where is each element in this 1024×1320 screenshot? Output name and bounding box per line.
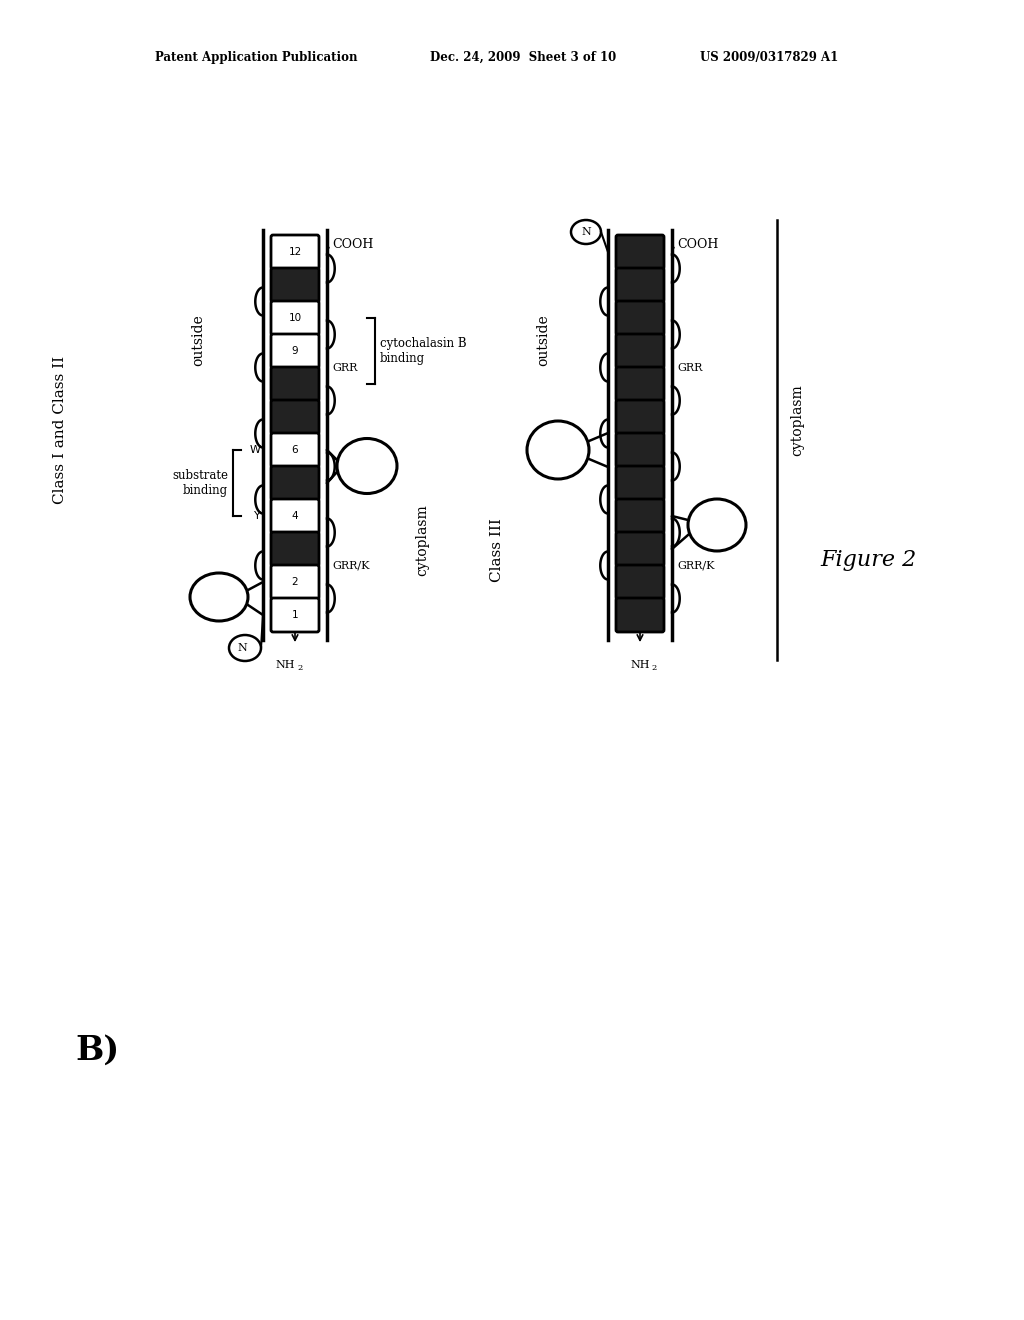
Text: cytoplasm: cytoplasm — [415, 504, 429, 576]
Text: 10: 10 — [289, 313, 301, 323]
FancyBboxPatch shape — [616, 301, 664, 335]
FancyBboxPatch shape — [271, 499, 319, 533]
Text: cytochalasin B
binding: cytochalasin B binding — [380, 337, 467, 366]
FancyBboxPatch shape — [616, 334, 664, 368]
Text: 2: 2 — [292, 577, 298, 587]
FancyBboxPatch shape — [616, 466, 664, 500]
Ellipse shape — [571, 220, 601, 244]
Text: NH: NH — [630, 660, 650, 671]
FancyBboxPatch shape — [271, 334, 319, 368]
Text: US 2009/0317829 A1: US 2009/0317829 A1 — [700, 50, 839, 63]
Ellipse shape — [229, 635, 261, 661]
Text: W: W — [250, 445, 261, 455]
Text: Dec. 24, 2009  Sheet 3 of 10: Dec. 24, 2009 Sheet 3 of 10 — [430, 50, 616, 63]
Text: COOH: COOH — [332, 239, 374, 252]
FancyBboxPatch shape — [616, 268, 664, 302]
FancyBboxPatch shape — [271, 433, 319, 467]
Text: GRR: GRR — [332, 363, 357, 374]
FancyBboxPatch shape — [616, 499, 664, 533]
Text: COOH: COOH — [677, 239, 719, 252]
Text: NH: NH — [275, 660, 295, 671]
Text: Figure 2: Figure 2 — [820, 549, 916, 572]
Text: Class III: Class III — [490, 517, 504, 582]
Text: Y: Y — [254, 511, 261, 521]
Text: N: N — [582, 227, 591, 238]
FancyBboxPatch shape — [616, 433, 664, 467]
FancyBboxPatch shape — [616, 565, 664, 599]
FancyBboxPatch shape — [271, 466, 319, 500]
FancyBboxPatch shape — [616, 532, 664, 566]
Text: B): B) — [75, 1034, 119, 1067]
Text: GRR/K: GRR/K — [332, 560, 370, 570]
FancyBboxPatch shape — [271, 598, 319, 632]
Text: 12: 12 — [289, 247, 302, 257]
Text: GRR: GRR — [677, 363, 702, 374]
Text: 9: 9 — [292, 346, 298, 356]
FancyBboxPatch shape — [616, 598, 664, 632]
FancyBboxPatch shape — [271, 235, 319, 269]
Text: cytoplasm: cytoplasm — [790, 384, 804, 455]
FancyBboxPatch shape — [271, 268, 319, 302]
Text: Class I and Class II: Class I and Class II — [53, 356, 67, 504]
FancyBboxPatch shape — [271, 400, 319, 434]
FancyBboxPatch shape — [271, 301, 319, 335]
Text: N: N — [238, 643, 247, 653]
Text: outside: outside — [536, 314, 550, 366]
FancyBboxPatch shape — [616, 235, 664, 269]
Text: 6: 6 — [292, 445, 298, 455]
FancyBboxPatch shape — [616, 400, 664, 434]
FancyBboxPatch shape — [271, 532, 319, 566]
Ellipse shape — [527, 421, 589, 479]
Ellipse shape — [337, 438, 397, 494]
Text: outside: outside — [191, 314, 205, 366]
FancyBboxPatch shape — [271, 367, 319, 401]
Text: 2: 2 — [651, 664, 656, 672]
Text: substrate
binding: substrate binding — [172, 469, 228, 498]
Text: 1: 1 — [292, 610, 298, 620]
FancyBboxPatch shape — [271, 565, 319, 599]
Text: 4: 4 — [292, 511, 298, 521]
FancyBboxPatch shape — [616, 367, 664, 401]
Ellipse shape — [688, 499, 746, 550]
Text: GRR/K: GRR/K — [677, 560, 715, 570]
Text: 2: 2 — [297, 664, 303, 672]
Ellipse shape — [190, 573, 248, 620]
Text: Patent Application Publication: Patent Application Publication — [155, 50, 357, 63]
